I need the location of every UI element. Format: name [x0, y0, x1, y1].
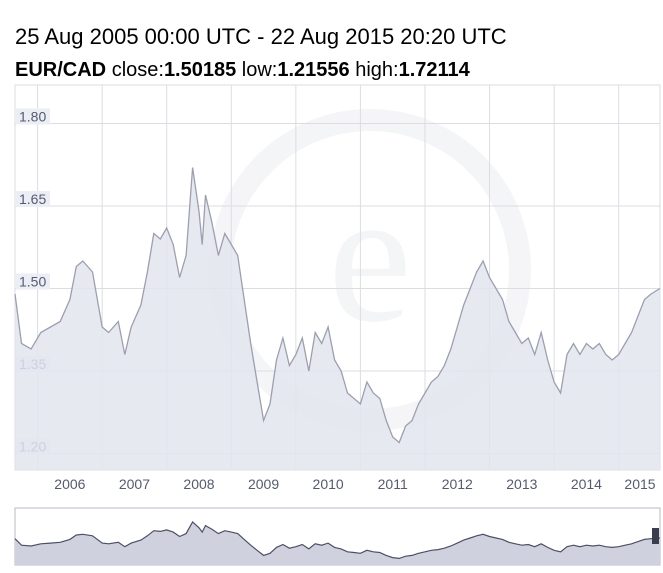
date-range-label: 25 Aug 2005 00:00 UTC - 22 Aug 2015 20:2…	[15, 24, 507, 49]
x-tick-label: 2014	[571, 476, 602, 492]
y-tick-label: 1.65	[19, 191, 46, 207]
navigator-area	[15, 521, 660, 565]
high-value: 1.72114	[398, 59, 470, 81]
main-plot-area[interactable]: 2006 2007 2008 2009 2010 2011 2012 2013 2014 2015…	[14, 84, 661, 492]
x-tick-label: 2008	[183, 476, 214, 492]
currency-pair: EUR/CAD	[15, 59, 107, 81]
x-tick-label: 2012	[442, 476, 473, 492]
x-tick-label: 2009	[248, 476, 279, 492]
navigator-handle[interactable]	[652, 528, 659, 544]
y-tick-label-bg	[16, 191, 50, 207]
y-tick-label-bg	[16, 108, 50, 125]
close-value: 1.50185	[163, 59, 237, 81]
x-tick-label: 2006	[54, 476, 85, 492]
x-tick-label: 2007	[119, 476, 150, 492]
x-tick-label: 2015	[624, 476, 655, 492]
x-tick-label: 2013	[506, 476, 537, 492]
navigator-overview[interactable]	[14, 507, 661, 566]
navigator-line	[14, 520, 661, 560]
y-tick-label: 1.50	[19, 274, 46, 290]
x-tick-label: 2010	[313, 476, 344, 492]
low-value: 1.21556	[277, 59, 350, 81]
series-line	[14, 167, 661, 444]
y-tick-label: 1.80	[19, 109, 46, 125]
series-area	[15, 167, 660, 470]
y-tick-label-bg	[16, 273, 50, 290]
low-label: low:	[241, 59, 278, 81]
x-tick-label: 2011	[378, 476, 408, 492]
svg-text:e: e	[328, 152, 412, 362]
close-label: close:	[111, 59, 164, 81]
quote-summary: EUR/CAD close:1.50185 low:1.21556 high:1…	[15, 59, 470, 82]
high-label: high:	[355, 59, 399, 81]
